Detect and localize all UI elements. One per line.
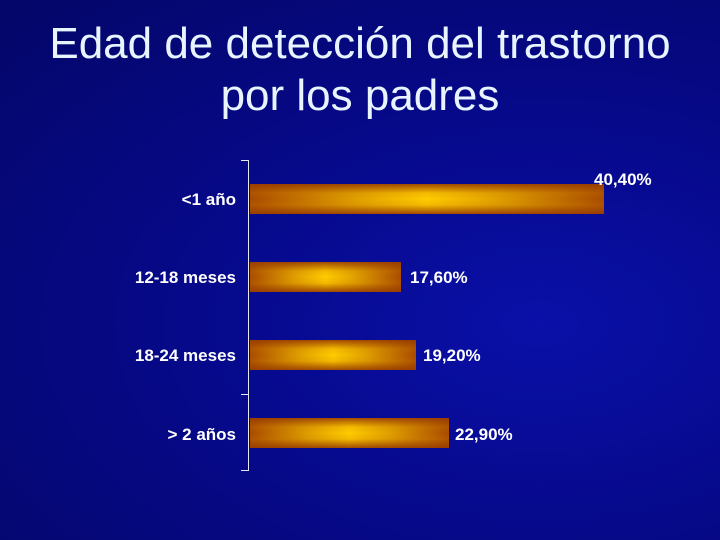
bar-12-18-months <box>250 262 401 292</box>
category-label: <1 año <box>181 190 236 209</box>
axis-tick <box>241 394 249 395</box>
chart-title: Edad de detección del trastorno por los … <box>0 18 720 122</box>
title-line-2: por los padres <box>220 71 500 120</box>
value-label: 19,20% <box>423 346 481 365</box>
value-label: 17,60% <box>410 268 468 287</box>
value-label: 40,40% <box>594 170 652 189</box>
bar-lt-1-year <box>250 184 604 214</box>
category-label: > 2 años <box>167 425 236 444</box>
title-line-1: Edad de detección del trastorno <box>49 19 671 68</box>
category-label: 12-18 meses <box>134 268 236 287</box>
y-axis-line <box>248 160 249 471</box>
axis-tick <box>241 470 249 471</box>
axis-tick <box>241 160 249 161</box>
value-label: 22,90% <box>455 425 513 444</box>
bar-18-24-months <box>250 340 416 370</box>
category-label: 18-24 meses <box>134 346 236 365</box>
bar-gt-2-years <box>250 418 449 448</box>
